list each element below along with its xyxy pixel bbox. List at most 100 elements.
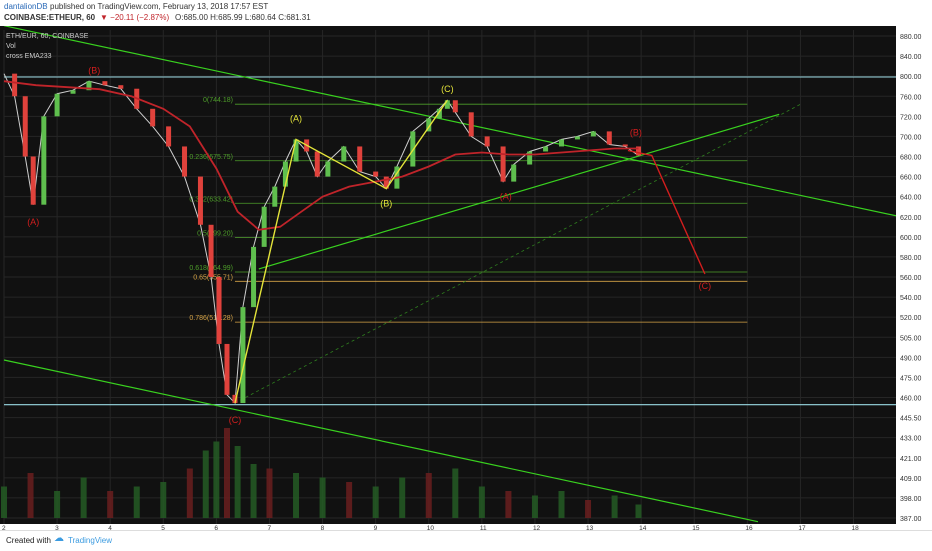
y-tick-label: 409.00	[900, 476, 922, 483]
candle	[282, 161, 288, 187]
price-axis[interactable]	[896, 26, 932, 530]
candle	[197, 176, 203, 225]
trendline-channel-lower	[3, 359, 759, 523]
wave-label-red: (B)	[88, 66, 100, 76]
price-chart[interactable]: 0(744.18) 0.236(675.75) 0.382(633.42) 0.5(5…	[0, 25, 932, 532]
volume-bar	[399, 477, 406, 518]
publish-info: published on TradingView.com, February 1…	[50, 2, 269, 11]
trendline-fib-extension-dotted	[234, 103, 801, 404]
wave-label-yellow: (A)	[290, 113, 302, 123]
candle	[251, 246, 257, 308]
y-tick-label: 490.00	[900, 355, 922, 362]
volume-bar	[319, 477, 326, 518]
candle	[118, 85, 124, 89]
volume-bar	[160, 482, 167, 518]
volume-bar	[611, 495, 618, 518]
price-change: ▼ −20.11 (−2.87%)	[100, 13, 170, 22]
volume-bar	[425, 473, 432, 518]
x-tick-label: 7	[267, 525, 271, 530]
y-tick-label: 800.00	[900, 74, 922, 81]
candle	[484, 136, 490, 147]
volume-bar	[293, 473, 300, 518]
author-name[interactable]: dantalionDB	[4, 2, 48, 11]
abc-wave-path	[234, 99, 448, 404]
y-tick-label: 880.00	[900, 34, 922, 41]
x-tick-label: 16	[745, 525, 753, 530]
wave-label-red: (C)	[699, 281, 712, 291]
y-tick-label: 560.00	[900, 275, 922, 282]
candle	[232, 394, 238, 404]
candle	[511, 164, 517, 182]
volume-bar	[213, 441, 220, 518]
y-tick-label: 445.50	[900, 416, 922, 423]
candle	[325, 161, 331, 177]
fib-level-label: 0.5(599.20)	[197, 231, 233, 238]
x-tick-label: 6	[214, 525, 218, 530]
trendline-channel-upper	[3, 25, 897, 217]
y-tick-label: 505.00	[900, 335, 922, 342]
candle	[635, 146, 641, 156]
y-tick-label: 640.00	[900, 195, 922, 202]
y-tick-label: 433.00	[900, 436, 922, 443]
volume-bar	[133, 486, 140, 518]
volume-bar	[234, 446, 241, 518]
x-tick-label: 14	[639, 525, 647, 530]
y-tick-label: 700.00	[900, 134, 922, 141]
wave-label-red: (A)	[27, 217, 39, 227]
y-tick-label: 398.00	[900, 496, 922, 503]
volume-bar	[107, 491, 114, 518]
y-tick-label: 475.00	[900, 375, 922, 382]
wave-label-yellow: (B)	[380, 199, 392, 209]
tradingview-brand[interactable]: TradingView	[68, 536, 113, 545]
y-tick-label: 520.00	[900, 315, 922, 322]
chart-canvas[interactable]: 0(744.18) 0.236(675.75) 0.382(633.42) 0.5(5…	[0, 25, 932, 532]
volume-bar	[531, 495, 538, 518]
candle	[102, 81, 108, 86]
candle	[208, 224, 214, 277]
x-tick-label: 4	[108, 525, 112, 530]
candle	[41, 116, 47, 205]
fib-level-label: 0.236(675.75)	[189, 154, 233, 161]
ohlc-values: O:685.00 H:685.99 L:680.64 C:681.31	[175, 13, 311, 22]
volume-bar	[452, 468, 459, 518]
x-tick-label: 3	[55, 525, 59, 530]
wave-label-red: (C)	[229, 415, 242, 425]
x-tick-label: 13	[586, 525, 594, 530]
candle	[357, 146, 363, 172]
candle	[86, 81, 92, 91]
time-axis[interactable]	[0, 524, 896, 530]
candle	[216, 277, 222, 344]
y-tick-label: 387.00	[900, 516, 922, 523]
volume-bar	[1, 486, 7, 518]
y-tick-label: 600.00	[900, 235, 922, 242]
volume-bar	[505, 491, 512, 518]
y-tick-label: 421.00	[900, 456, 922, 463]
y-tick-label: 840.00	[900, 54, 922, 61]
x-tick-label: 8	[321, 525, 325, 530]
x-tick-label: 15	[692, 525, 700, 530]
volume-bar	[186, 468, 193, 518]
volume-bar	[635, 504, 642, 518]
candle	[426, 118, 432, 132]
candle	[574, 136, 580, 140]
volume-bar	[558, 491, 565, 518]
x-tick-label: 12	[533, 525, 541, 530]
fib-level-label: 0(744.18)	[203, 97, 233, 104]
publish-header: dantalionDB published on TradingView.com…	[0, 0, 932, 26]
candle	[452, 100, 458, 113]
y-tick-label: 460.00	[900, 396, 922, 403]
candle	[150, 108, 156, 127]
wave-label-yellow: (C)	[441, 84, 454, 94]
tradingview-logo-icon[interactable]: ☁	[54, 533, 64, 544]
candle	[373, 171, 379, 177]
candle	[436, 108, 442, 119]
candle	[166, 126, 172, 147]
volume-bar	[372, 486, 379, 518]
volume-bar	[585, 500, 592, 518]
volume-bar	[27, 473, 34, 518]
x-tick-label: 17	[798, 525, 806, 530]
indicator-vol: Vol	[6, 43, 16, 50]
candle	[12, 73, 18, 97]
indicator-ema: cross EMA233	[6, 53, 52, 60]
candle	[500, 146, 506, 182]
